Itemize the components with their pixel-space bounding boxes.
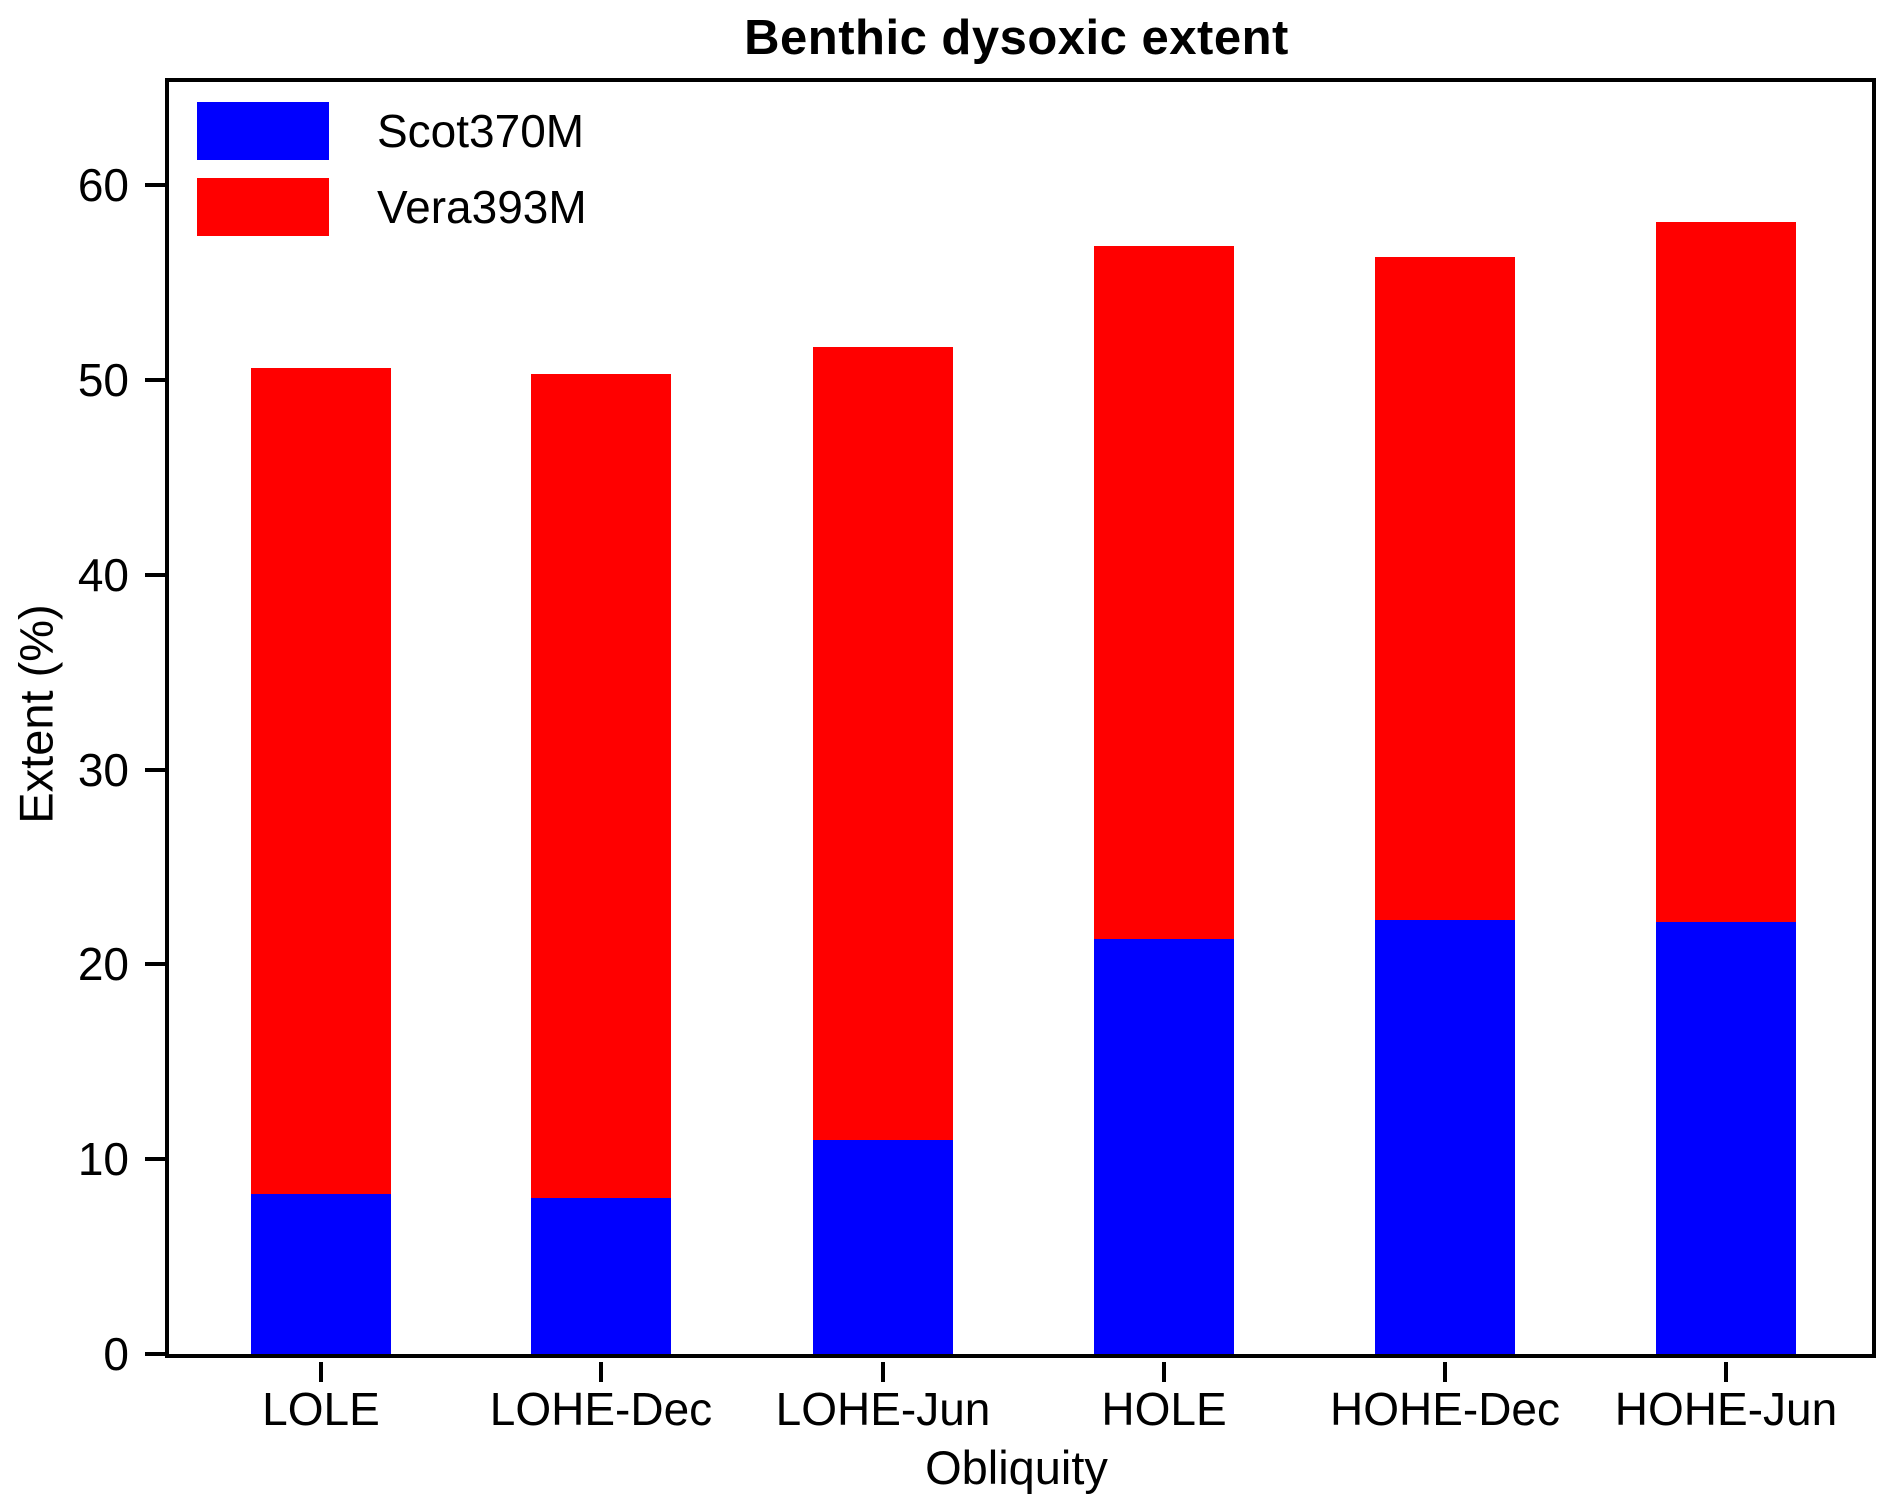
legend-label: Scot370M: [377, 105, 585, 157]
x-tick-label: LOHE-Dec: [489, 1383, 713, 1435]
bar-segment-vera393m-hohe-dec: [1375, 257, 1515, 920]
x-axis-tick: [881, 1362, 885, 1382]
y-tick-label: 0: [103, 1328, 129, 1380]
x-tick-label: HOHE-Dec: [1329, 1383, 1561, 1435]
y-axis-tick: [145, 183, 165, 188]
y-tick-label: 40: [77, 548, 129, 601]
x-tick-label: LOLE: [262, 1383, 380, 1435]
bar-segment-vera393m-hole: [1094, 245, 1234, 940]
chart-title: Benthic dysoxic extent: [744, 11, 1289, 65]
y-tick-label: 60: [77, 159, 129, 212]
x-axis-tick: [1724, 1362, 1728, 1382]
plot-area: Scot370M Vera393M 0 10 20 30 40 50 60 LOLE LOHE-D…: [78, 78, 1876, 1434]
y-axis-tick: [145, 378, 165, 383]
legend-swatch-vera393m: [197, 178, 329, 236]
x-tick-label: HOHE-Jun: [1614, 1383, 1838, 1435]
bar-segment-vera393m-lole: [251, 368, 391, 1195]
bar-segment-vera393m-lohe-dec: [531, 374, 671, 1199]
x-axis-label: Obliquity: [925, 1441, 1108, 1494]
legend-label: Vera393M: [377, 181, 587, 233]
bar-segment-scot370m-hohe-dec: [1375, 919, 1515, 1354]
legend-item-scot370m: Scot370M: [197, 102, 587, 160]
x-axis-tick: [599, 1362, 603, 1382]
legend: Scot370M Vera393M: [197, 102, 587, 236]
y-axis-tick: [145, 1157, 165, 1162]
y-axis-tick: [145, 767, 165, 772]
bar-segment-scot370m-hole: [1094, 939, 1234, 1354]
x-tick-label: HOLE: [1101, 1383, 1227, 1435]
x-axis-tick: [1443, 1362, 1447, 1382]
y-tick-label: 20: [77, 938, 129, 991]
legend-item-vera393m: Vera393M: [197, 178, 587, 236]
bar-segment-scot370m-lohe-jun: [813, 1139, 953, 1354]
y-axis-tick: [145, 572, 165, 577]
bar-segment-scot370m-hohe-jun: [1656, 921, 1796, 1354]
y-axis-tick: [145, 1352, 165, 1356]
bar-segment-vera393m-lohe-jun: [813, 346, 953, 1140]
x-tick-label: LOHE-Jun: [775, 1383, 991, 1435]
legend-swatch-scot370m: [197, 102, 329, 160]
bar-segment-scot370m-lohe-dec: [531, 1198, 671, 1354]
y-tick-label: 50: [77, 354, 129, 407]
y-axis-label: Extent (%): [9, 604, 63, 824]
y-tick-label: 10: [77, 1133, 129, 1186]
x-axis-tick: [1162, 1362, 1166, 1382]
y-tick-label: 30: [77, 743, 129, 796]
bar-segment-vera393m-hohe-jun: [1656, 222, 1796, 922]
y-axis-tick: [145, 962, 165, 967]
x-axis-tick: [319, 1362, 323, 1382]
bar-segment-scot370m-lole: [251, 1194, 391, 1354]
